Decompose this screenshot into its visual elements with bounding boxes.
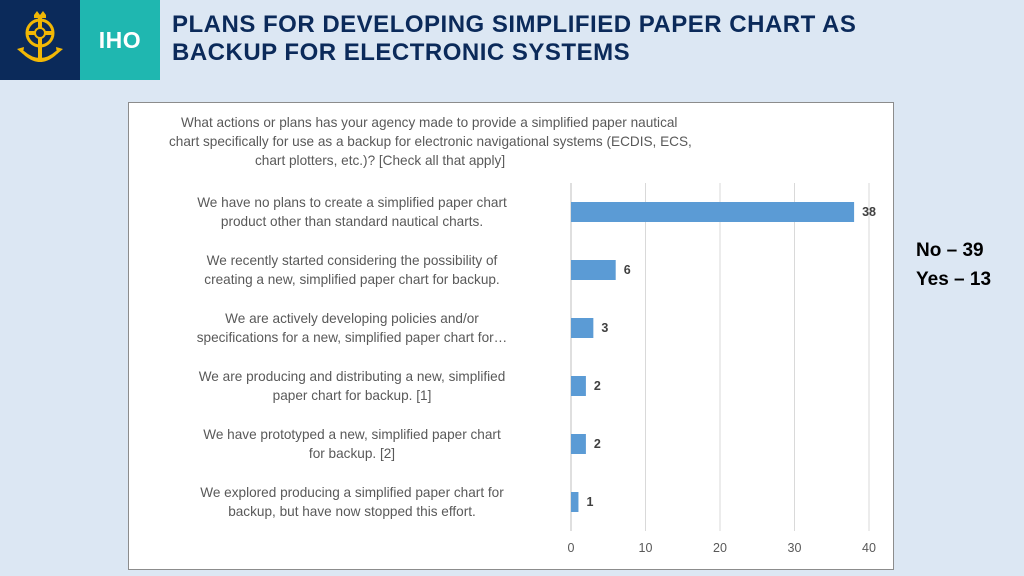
x-tick-label: 10 (639, 541, 653, 555)
x-tick-label: 40 (862, 541, 876, 555)
data-label: 2 (594, 379, 601, 393)
data-label: 1 (586, 495, 593, 509)
category-label-line: paper chart for backup. [1] (272, 388, 432, 403)
bar (571, 318, 594, 338)
summary-yes: Yes – 13 (916, 269, 992, 290)
category-label: We have no plans to create a simplified … (142, 193, 562, 231)
question-line-1: What actions or plans has your agency ma… (181, 115, 678, 130)
slide-title: PLANS FOR DEVELOPING SIMPLIFIED PAPER CH… (172, 11, 992, 67)
data-label: 6 (624, 263, 631, 277)
category-label: We explored producing a simplified paper… (142, 483, 562, 521)
bar-plot: 0 10 20 30 40 38 6 3 2 2 1 (568, 183, 876, 555)
chart-question: What actions or plans has your agency ma… (169, 113, 809, 170)
x-tick-label: 20 (713, 541, 727, 555)
summary-no: No – 39 (916, 240, 984, 261)
category-label-line: creating a new, simplified paper chart f… (204, 272, 500, 287)
data-label: 2 (594, 437, 601, 451)
data-label: 38 (862, 205, 876, 219)
category-label: We are actively developing policies and/… (142, 309, 562, 347)
category-label: We are producing and distributing a new,… (142, 367, 562, 405)
category-label-line: specifications for a new, simplified pap… (196, 330, 508, 345)
bar (571, 260, 616, 280)
category-label-line: We are producing and distributing a new,… (198, 369, 506, 384)
question-line-2: chart specifically for use as a backup f… (169, 134, 692, 149)
category-label-line: We have prototyped a new, simplified pap… (203, 427, 501, 442)
category-label: We recently started considering the poss… (142, 251, 562, 289)
survey-chart: What actions or plans has your agency ma… (128, 102, 894, 570)
title-line-2: BACKUP FOR ELECTRONIC SYSTEMS (172, 39, 631, 66)
x-tick-label: 0 (568, 541, 575, 555)
brand-text: IHO (98, 26, 142, 53)
data-label: 3 (601, 321, 608, 335)
bar (571, 376, 586, 396)
x-tick-label: 30 (788, 541, 802, 555)
category-label-line: product other than standard nautical cha… (220, 214, 484, 229)
category-label-line: We are actively developing policies and/… (225, 311, 479, 326)
response-summary: No – 39 Yes – 13 (916, 236, 991, 294)
iho-anchor-emblem-icon (17, 11, 63, 62)
iho-logo (0, 0, 80, 80)
category-label-line: We have no plans to create a simplified … (197, 195, 507, 210)
category-label-line: We explored producing a simplified paper… (200, 485, 504, 500)
iho-brand-tile: IHO (80, 0, 160, 80)
bar (571, 492, 579, 512)
category-label: We have prototyped a new, simplified pap… (142, 425, 562, 463)
question-line-3: chart plotters, etc.)? [Check all that a… (255, 153, 506, 168)
bar (571, 434, 586, 454)
title-line-1: PLANS FOR DEVELOPING SIMPLIFIED PAPER CH… (172, 11, 857, 38)
bar (571, 202, 855, 222)
category-label-line: for backup. [2] (308, 446, 396, 461)
category-label-line: backup, but have now stopped this effort… (228, 504, 476, 519)
category-label-line: We recently started considering the poss… (206, 253, 498, 268)
